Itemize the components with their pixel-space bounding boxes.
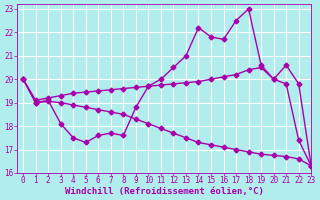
X-axis label: Windchill (Refroidissement éolien,°C): Windchill (Refroidissement éolien,°C) — [65, 187, 263, 196]
